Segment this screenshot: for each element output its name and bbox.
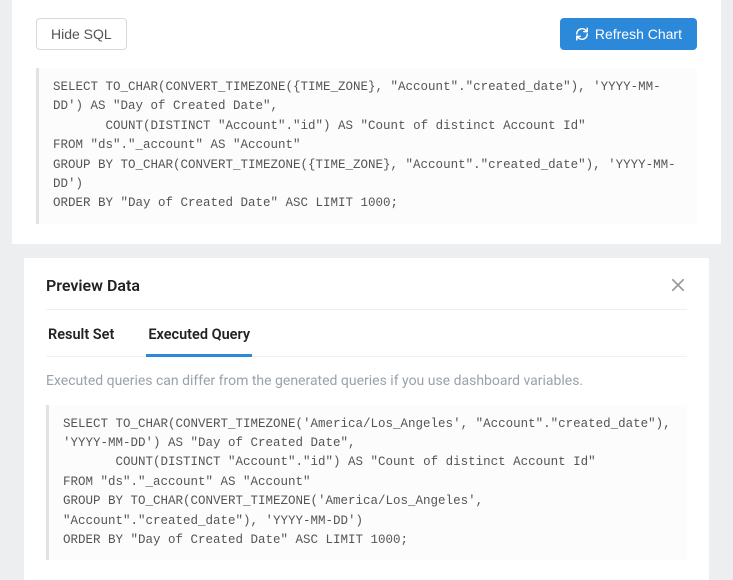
preview-data-panel: Preview Data Result Set Executed Query E…	[24, 258, 709, 580]
executed-sql-block: SELECT TO_CHAR(CONVERT_TIMEZONE('America…	[46, 405, 687, 561]
executed-query-hint: Executed queries can differ from the gen…	[46, 373, 687, 389]
preview-title: Preview Data	[46, 276, 140, 295]
tab-result-set[interactable]: Result Set	[46, 314, 116, 357]
sql-editor-panel: Hide SQL Refresh Chart SELECT TO_CHAR(CO…	[12, 0, 721, 244]
hide-sql-label: Hide SQL	[51, 27, 112, 41]
refresh-chart-label: Refresh Chart	[595, 27, 682, 41]
generated-sql-block: SELECT TO_CHAR(CONVERT_TIMEZONE({TIME_ZO…	[36, 68, 697, 224]
hide-sql-button[interactable]: Hide SQL	[36, 18, 127, 50]
toolbar: Hide SQL Refresh Chart	[36, 18, 697, 50]
close-icon[interactable]	[669, 276, 687, 294]
tab-executed-query[interactable]: Executed Query	[146, 314, 252, 357]
preview-header: Preview Data	[46, 276, 687, 310]
preview-tabs: Result Set Executed Query	[46, 314, 687, 357]
refresh-icon	[575, 27, 589, 41]
refresh-chart-button[interactable]: Refresh Chart	[560, 18, 697, 50]
panel-gap	[0, 244, 733, 258]
